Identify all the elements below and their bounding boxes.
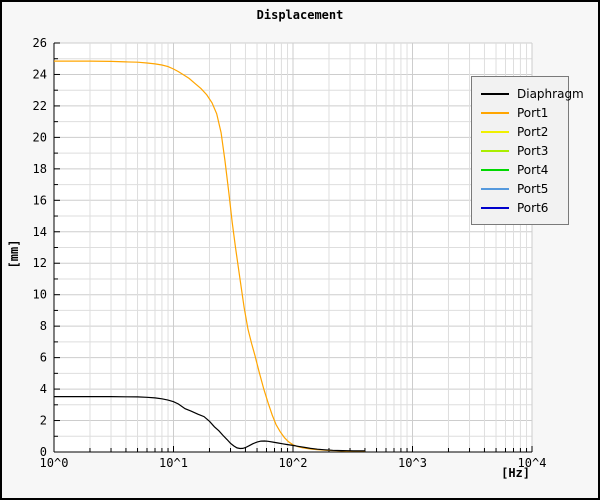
- x-tick-label: 10^0: [40, 456, 69, 470]
- y-tick-label: 16: [33, 193, 47, 207]
- legend-item-port2: Port2: [481, 122, 568, 141]
- y-tick-label: 26: [33, 36, 47, 50]
- legend-label: Port5: [517, 181, 549, 196]
- legend-label: Port4: [517, 162, 549, 177]
- legend-item-port4: Port4: [481, 160, 568, 179]
- y-tick-label: 14: [33, 225, 47, 239]
- x-tick-label: 10^1: [159, 456, 188, 470]
- legend-line-swatch-icon: [481, 130, 509, 133]
- legend-label: Port6: [517, 200, 549, 215]
- legend-item-port6: Port6: [481, 198, 568, 217]
- curve-diaphragm: [54, 396, 365, 452]
- legend-line-swatch-icon: [481, 168, 509, 171]
- y-tick-label: 18: [33, 162, 47, 176]
- y-tick-label: 24: [33, 67, 47, 81]
- y-tick-label: 8: [40, 319, 47, 333]
- y-tick-label: 4: [40, 382, 47, 396]
- legend-line-swatch-icon: [481, 187, 509, 190]
- legend-item-port3: Port3: [481, 141, 568, 160]
- legend-item-diaphragm: Diaphragm: [481, 84, 584, 103]
- legend-item-port1: Port1: [481, 103, 568, 122]
- legend-label: Port1: [517, 105, 549, 120]
- x-axis-label: [Hz]: [501, 466, 530, 480]
- legend-label: Diaphragm: [517, 86, 584, 101]
- legend-line-swatch-icon: [481, 111, 509, 114]
- x-tick-label: 10^4: [518, 456, 547, 470]
- legend-box: Diaphragm Port1 Port2 Port3 Port4 Port5 Port6: [471, 76, 584, 225]
- legend-label: Port3: [517, 143, 549, 158]
- legend-line-swatch-icon: [481, 206, 509, 209]
- y-axis-label: [mm]: [7, 239, 21, 269]
- y-tick-label: 12: [33, 256, 47, 270]
- y-tick-label: 2: [40, 414, 47, 428]
- legend-item-port5: Port5: [481, 179, 568, 198]
- y-tick-label: 10: [33, 288, 47, 302]
- chart-title: Displacement: [256, 8, 344, 22]
- legend-line-swatch-icon: [481, 149, 509, 152]
- y-tick-label: 22: [33, 99, 47, 113]
- y-tick-label: 6: [40, 351, 47, 365]
- x-tick-label: 10^3: [398, 456, 427, 470]
- legend-label: Port2: [517, 124, 549, 139]
- y-tick-label: 0: [40, 445, 47, 459]
- y-tick-label: 20: [33, 130, 47, 144]
- legend-line-swatch-icon: [481, 92, 509, 95]
- x-tick-label: 10^2: [279, 456, 308, 470]
